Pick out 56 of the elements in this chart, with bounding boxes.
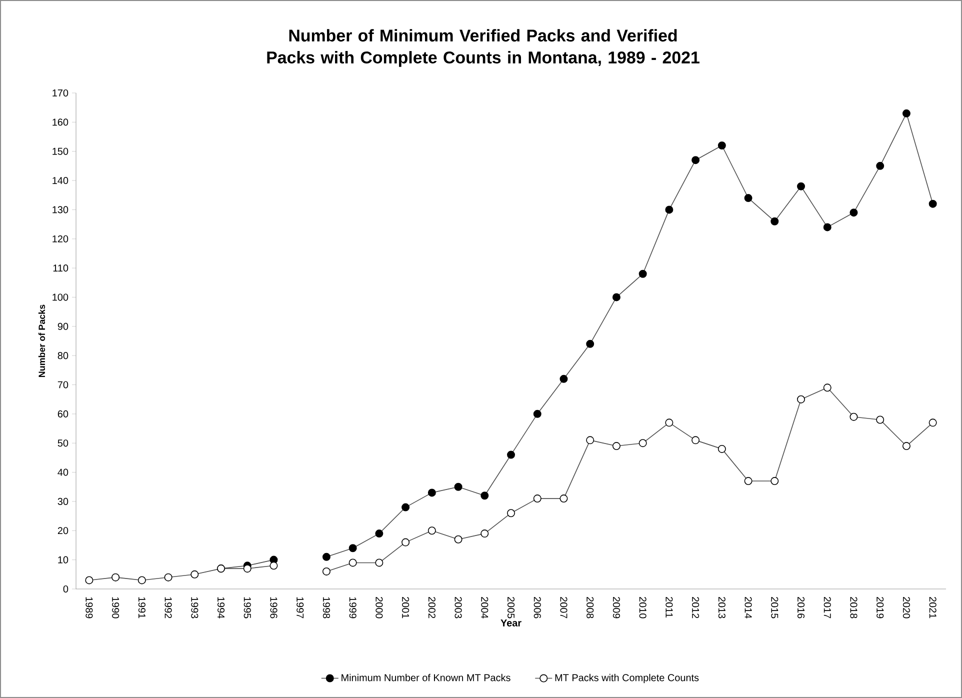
legend-label: MT Packs with Complete Counts bbox=[555, 674, 699, 684]
x-tick-label: 1989 bbox=[86, 597, 93, 618]
y-tick-label: 130 bbox=[52, 206, 68, 214]
x-tick-label: 2020 bbox=[902, 597, 910, 618]
x-tick-label: 2003 bbox=[454, 597, 462, 618]
y-tick-label: 40 bbox=[58, 468, 68, 476]
x-tick-label: 2018 bbox=[850, 597, 858, 618]
x-tick-label: 2004 bbox=[481, 597, 488, 618]
y-tick-label: 100 bbox=[52, 294, 68, 301]
x-tick-label: 2019 bbox=[876, 597, 884, 618]
x-tick-label: 1990 bbox=[112, 597, 120, 618]
x-tick-label: 2021 bbox=[929, 597, 936, 618]
y-tick-label: 80 bbox=[58, 352, 68, 360]
x-tick-label: 2011 bbox=[666, 597, 673, 618]
x-tick-label: 2008 bbox=[586, 597, 594, 618]
x-axis-title: Year bbox=[500, 620, 522, 626]
x-tick-label: 2000 bbox=[376, 597, 383, 618]
y-tick-label: 150 bbox=[52, 148, 68, 155]
y-tick-label: 90 bbox=[58, 322, 68, 330]
x-tick-label: 2017 bbox=[824, 597, 831, 618]
x-tick-label: 2009 bbox=[612, 597, 620, 618]
x-tick-label: 2006 bbox=[534, 597, 541, 618]
y-tick-label: 140 bbox=[52, 176, 68, 184]
x-tick-label: 1994 bbox=[217, 597, 225, 618]
x-tick-label: 1999 bbox=[349, 597, 356, 618]
x-tick-label: 1992 bbox=[164, 597, 172, 618]
legend-label: Minimum Number of Known MT Packs bbox=[342, 674, 510, 682]
x-tick-label: 2007 bbox=[560, 597, 568, 618]
x-tick-label: 1995 bbox=[244, 597, 251, 618]
y-axis-title: Number of Packs bbox=[38, 304, 46, 378]
x-tick-label: 2001 bbox=[402, 597, 410, 618]
x-tick-label: 2005 bbox=[507, 597, 515, 618]
y-tick-label: 20 bbox=[58, 527, 68, 534]
y-tick-label: 120 bbox=[52, 235, 68, 242]
y-tick-label: 50 bbox=[58, 440, 68, 447]
chart-title: Number of Minimum Verified Packs and Verified Packs with Complete Counts in Montana, 1989 - 2021 bbox=[267, 29, 700, 67]
x-tick-label: 2002 bbox=[428, 597, 436, 618]
y-tick-label: 70 bbox=[58, 381, 68, 388]
x-tick-label: 1991 bbox=[138, 597, 146, 618]
y-tick-label: 10 bbox=[58, 556, 68, 564]
x-tick-label: 2013 bbox=[718, 597, 726, 618]
x-tick-label: 2014 bbox=[744, 597, 752, 618]
y-tick-label: 0 bbox=[63, 585, 68, 593]
y-tick-label: 110 bbox=[53, 264, 68, 272]
y-tick-label: 30 bbox=[58, 498, 68, 505]
x-tick-label: 1996 bbox=[270, 597, 278, 618]
y-tick-label: 60 bbox=[58, 410, 68, 418]
x-tick-label: 1997 bbox=[296, 597, 304, 618]
x-tick-label: 2015 bbox=[771, 597, 778, 618]
y-tick-label: 170 bbox=[52, 89, 68, 97]
x-tick-label: 1993 bbox=[191, 597, 198, 618]
y-tick-label: 160 bbox=[52, 118, 68, 126]
x-tick-label: 1998 bbox=[322, 597, 330, 618]
x-tick-label: 2016 bbox=[797, 597, 805, 618]
x-tick-label: 2012 bbox=[692, 597, 700, 618]
x-tick-label: 2010 bbox=[639, 597, 646, 618]
